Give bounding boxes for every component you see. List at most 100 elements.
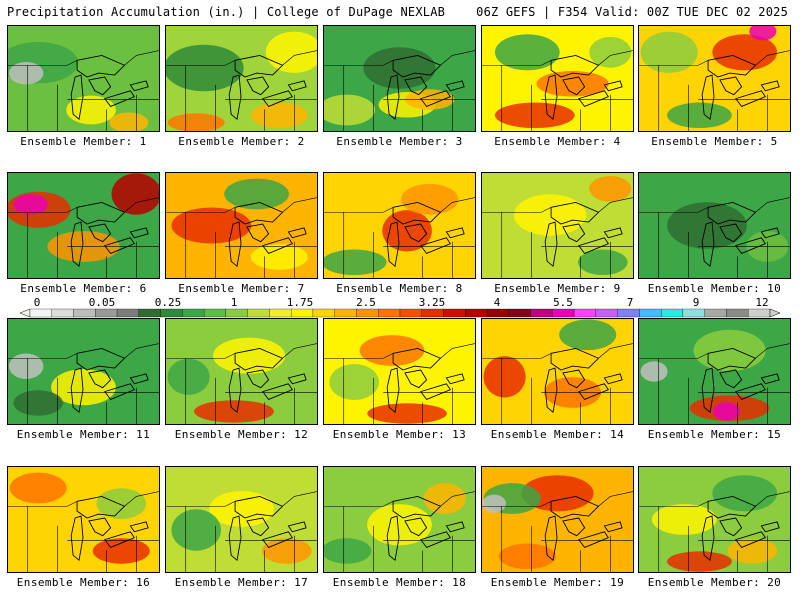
precip-area bbox=[111, 173, 159, 215]
lake-outline bbox=[544, 74, 558, 121]
lake-outline bbox=[228, 221, 242, 268]
ensemble-map-panel bbox=[638, 25, 791, 132]
lake-outline bbox=[386, 74, 400, 121]
colorbar-tick-label: 0.05 bbox=[89, 296, 116, 309]
lake-outline bbox=[707, 347, 757, 371]
lake-outline bbox=[544, 515, 558, 562]
state-border bbox=[755, 343, 790, 359]
precip-colorbar: 0 0.05 0.25 1 1.75 2.5 3.25 4 5.5 7 9 12 bbox=[19, 296, 781, 318]
lake-outline bbox=[419, 237, 451, 255]
lake-outline bbox=[562, 517, 586, 537]
lake-outline bbox=[707, 201, 757, 225]
ensemble-member-label: Ensemble Member: 20 bbox=[647, 576, 782, 589]
ensemble-member-label: Ensemble Member: 9 bbox=[494, 282, 621, 295]
colorbar-segment bbox=[269, 308, 292, 318]
precip-area bbox=[224, 178, 289, 210]
lake-outline bbox=[129, 373, 149, 385]
lake-outline bbox=[287, 521, 307, 533]
lake-outline bbox=[734, 531, 766, 549]
colorbar-segment bbox=[291, 308, 314, 318]
lake-outline bbox=[760, 227, 780, 239]
precip-area bbox=[482, 494, 506, 513]
lake-outline bbox=[234, 201, 284, 225]
model-run-info: 06Z GEFS | F354 Valid: 00Z TUE DEC 02 20… bbox=[476, 5, 788, 19]
precip-area bbox=[265, 31, 317, 73]
state-border bbox=[282, 343, 317, 359]
ensemble-member-label: Ensemble Member: 6 bbox=[20, 282, 147, 295]
lake-outline bbox=[419, 383, 451, 401]
ensemble-map-panel bbox=[323, 318, 476, 425]
lake-outline bbox=[603, 80, 623, 92]
colorbar-max-arrow bbox=[769, 308, 781, 318]
precip-map bbox=[166, 173, 317, 278]
precip-map bbox=[8, 319, 159, 424]
precip-map bbox=[8, 467, 159, 572]
precip-area bbox=[640, 361, 668, 382]
lake-outline bbox=[246, 223, 270, 243]
precip-area bbox=[640, 31, 698, 74]
lake-outline bbox=[386, 221, 400, 268]
ensemble-map-panel bbox=[481, 466, 634, 573]
precip-map bbox=[639, 319, 790, 424]
lake-outline bbox=[734, 383, 766, 401]
ensemble-member-label: Ensemble Member: 18 bbox=[332, 576, 467, 589]
colorbar-tick-label: 1.75 bbox=[287, 296, 314, 309]
ensemble-member-label: Ensemble Member: 15 bbox=[647, 428, 782, 441]
colorbar-segment bbox=[378, 308, 401, 318]
colorbar-segment bbox=[465, 308, 488, 318]
ensemble-map-panel bbox=[638, 172, 791, 279]
lake-outline bbox=[287, 373, 307, 385]
precip-area bbox=[250, 244, 308, 270]
precip-area bbox=[109, 112, 149, 131]
lake-outline bbox=[760, 80, 780, 92]
precip-area bbox=[483, 356, 526, 398]
ensemble-map-panel bbox=[165, 318, 318, 425]
lake-outline bbox=[577, 90, 609, 108]
ensemble-map-panel bbox=[7, 172, 160, 279]
lake-outline bbox=[701, 74, 715, 121]
lake-outline bbox=[550, 495, 600, 519]
state-border bbox=[598, 343, 633, 359]
lake-outline bbox=[734, 237, 766, 255]
precip-area bbox=[513, 194, 587, 236]
ensemble-member-label: Ensemble Member: 11 bbox=[16, 428, 151, 441]
colorbar-tick-label: 2.5 bbox=[356, 296, 376, 309]
ensemble-map-panel bbox=[481, 25, 634, 132]
precip-area bbox=[167, 113, 225, 131]
state-border bbox=[282, 50, 317, 66]
precip-area bbox=[712, 475, 778, 512]
lake-outline bbox=[261, 237, 293, 255]
ensemble-member-label: Ensemble Member: 13 bbox=[332, 428, 467, 441]
precip-area bbox=[166, 44, 244, 92]
precip-area bbox=[171, 207, 252, 244]
lake-outline bbox=[562, 76, 586, 96]
ensemble-map-panel bbox=[7, 318, 160, 425]
lake-outline bbox=[577, 383, 609, 401]
precip-area bbox=[324, 94, 376, 126]
lake-outline bbox=[246, 517, 270, 537]
precip-area bbox=[667, 102, 732, 129]
lake-outline bbox=[129, 80, 149, 92]
state-border bbox=[440, 50, 475, 66]
precip-area bbox=[559, 319, 617, 351]
precip-area bbox=[713, 402, 741, 421]
ensemble-map-panel bbox=[638, 318, 791, 425]
precip-map bbox=[324, 173, 475, 278]
lake-outline bbox=[88, 517, 112, 537]
colorbar-segment bbox=[182, 308, 205, 318]
ensemble-member-label: Ensemble Member: 5 bbox=[651, 135, 778, 148]
ensemble-map-panel bbox=[638, 466, 791, 573]
state-border bbox=[755, 50, 790, 66]
lake-outline bbox=[228, 74, 242, 121]
colorbar-tick-label: 12 bbox=[755, 296, 768, 309]
precip-map bbox=[166, 467, 317, 572]
ensemble-member-label: Ensemble Member: 19 bbox=[490, 576, 625, 589]
colorbar-segment bbox=[51, 308, 74, 318]
lake-outline bbox=[701, 515, 715, 562]
lake-outline bbox=[544, 221, 558, 268]
precip-area bbox=[262, 538, 312, 564]
colorbar-segment bbox=[73, 308, 96, 318]
lake-outline bbox=[550, 347, 600, 371]
lake-outline bbox=[103, 90, 135, 108]
lake-outline bbox=[419, 90, 451, 108]
